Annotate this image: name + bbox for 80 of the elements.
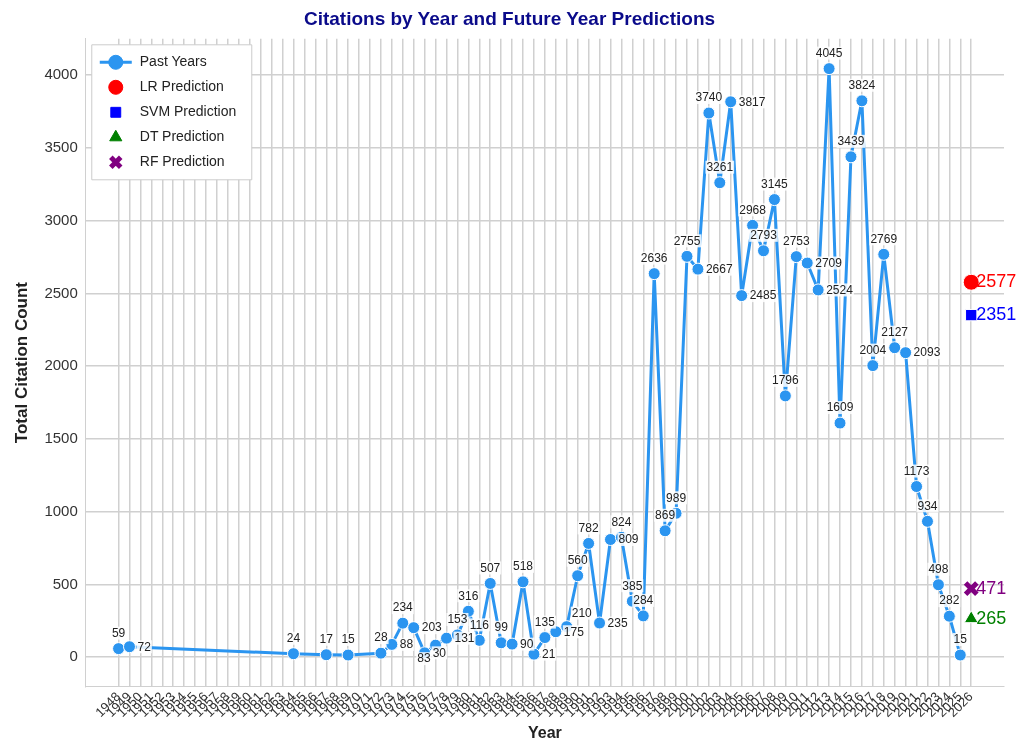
y-tick-label: 2000	[44, 356, 78, 374]
data-label: 782	[578, 520, 599, 535]
data-label: 59	[111, 625, 126, 640]
data-label: 234	[392, 600, 414, 615]
data-label: 203	[421, 620, 443, 635]
data-label: 2093	[913, 345, 941, 360]
y-tick-label: 500	[52, 574, 78, 592]
data-label: 2485	[749, 288, 777, 303]
data-label: 72	[137, 639, 152, 654]
data-label: 2351	[976, 304, 1017, 325]
data-label: 235	[607, 615, 628, 630]
legend-label: LR Prediction	[139, 78, 224, 95]
y-tick-label: 2500	[44, 283, 78, 301]
data-label: 1173	[903, 463, 930, 478]
y-axis-title: Total Citation Count	[11, 281, 31, 444]
data-label: 471	[976, 577, 1007, 598]
data-label: 88	[399, 637, 414, 652]
data-label: 507	[480, 560, 501, 575]
data-label: 3439	[837, 134, 865, 149]
data-label: 284	[633, 593, 654, 608]
data-label: 989	[666, 490, 687, 505]
data-label: 17	[319, 632, 334, 647]
data-label: 28	[374, 630, 388, 645]
data-label: 153	[447, 612, 468, 627]
y-tick-label: 0	[69, 647, 78, 665]
legend-label: SVM Prediction	[139, 103, 237, 120]
y-tick-label: 1000	[44, 501, 78, 519]
data-label: 90	[520, 636, 534, 651]
data-label: 869	[655, 508, 676, 523]
legend-label: RF Prediction	[139, 153, 225, 170]
data-label: 3817	[738, 94, 766, 109]
y-tick-label: 1500	[44, 429, 78, 447]
data-label: 282	[939, 593, 960, 608]
data-label: 135	[534, 614, 556, 629]
data-label: 4045	[815, 45, 843, 60]
data-label: 3261	[706, 160, 734, 175]
data-label: 824	[611, 514, 632, 529]
data-label: 2636	[640, 250, 668, 265]
data-label: 1796	[772, 373, 800, 388]
data-label: 934	[917, 498, 938, 513]
data-label: 83	[417, 651, 431, 666]
data-label: 15	[953, 632, 968, 647]
data-label: 21	[541, 646, 556, 661]
legend-label: DT Prediction	[139, 128, 225, 145]
data-label: 30	[432, 645, 447, 660]
legend-label: Past Years	[139, 53, 207, 70]
data-label: 2577	[976, 271, 1017, 292]
y-tick-label: 3000	[44, 210, 78, 228]
data-label: 316	[458, 588, 479, 603]
chart-title: Citations by Year and Future Year Predictions	[303, 7, 716, 29]
data-label: 2968	[739, 202, 767, 217]
data-label: 24	[286, 631, 301, 646]
data-label: 2755	[673, 233, 701, 248]
data-label: 2127	[881, 325, 909, 340]
data-label: 1609	[826, 400, 854, 415]
data-label: 560	[567, 553, 589, 568]
data-label: 2753	[782, 233, 810, 248]
data-label: 2769	[870, 231, 898, 246]
data-label: 265	[976, 607, 1007, 628]
data-label: 2524	[826, 282, 854, 297]
data-label: 175	[563, 624, 585, 639]
data-label: 3824	[848, 78, 876, 93]
data-label: 210	[571, 605, 593, 620]
data-label: 2004	[859, 342, 887, 357]
y-tick-label: 4000	[44, 65, 78, 83]
data-label: 131	[454, 630, 475, 645]
data-label: 3740	[695, 90, 723, 105]
y-tick-label: 3500	[44, 138, 78, 156]
data-label: 116	[469, 617, 490, 632]
data-label: 385	[622, 578, 643, 593]
data-label: 498	[928, 562, 949, 577]
data-label: 518	[513, 559, 534, 574]
data-label: 3145	[761, 176, 789, 191]
data-label: 809	[618, 532, 639, 547]
data-label: 99	[494, 620, 509, 635]
x-axis-title: Year	[527, 723, 562, 741]
data-label: 2793	[750, 228, 778, 243]
data-label: 2709	[815, 255, 843, 270]
data-label: 2667	[705, 261, 733, 276]
data-label: 15	[341, 632, 356, 647]
